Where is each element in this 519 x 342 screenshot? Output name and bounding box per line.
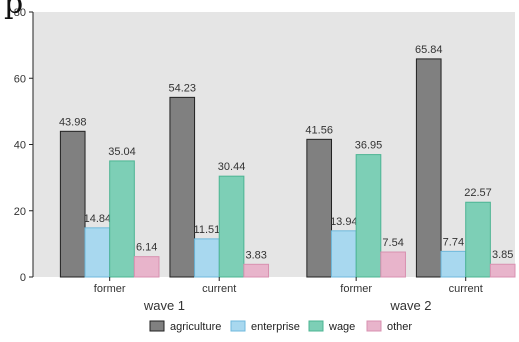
data-label-wave-2-current-wage: 22.57 — [464, 187, 492, 199]
bar-wave-1-former-enterprise — [84, 227, 111, 278]
x-tick-label-wave-2-former: former — [340, 283, 372, 295]
legend-label-agriculture: agriculture — [170, 321, 221, 333]
plot-layer: 43.98 14.84 35.04 6.14 54.23 11.51 30.44 3.83 41… — [33, 12, 516, 278]
data-label-wave-2-current-other: 3.85 — [492, 249, 513, 261]
legend-swatch-wage — [308, 320, 324, 332]
bar-wave-1-former-agriculture — [59, 130, 86, 278]
legend-swatch-agriculture — [149, 320, 165, 332]
data-label-wave-2-current-agriculture: 65.84 — [415, 44, 443, 56]
axis-layer: 0 20 40 60 80 former current wave 1 former curren… — [14, 7, 483, 313]
data-label-wave-1-former-other: 6.14 — [136, 242, 157, 254]
y-tick-label-40: 40 — [14, 140, 26, 152]
bar-wave-2-former-enterprise — [331, 230, 357, 278]
bar-wave-2-former-agriculture — [306, 138, 333, 278]
group-label-wave-1: wave 1 — [143, 298, 185, 313]
legend-swatch-other — [366, 320, 382, 332]
x-tick-label-wave-2-current: current — [449, 283, 483, 295]
bar-wave-2-current-enterprise — [440, 250, 467, 278]
y-tick-label-60: 60 — [14, 73, 26, 85]
bar-wave-1-current-wage — [218, 175, 245, 278]
bar-wave-2-former-other — [380, 251, 406, 278]
x-tick-label-wave-1-current: current — [202, 283, 236, 295]
bar-wave-1-former-wage — [109, 160, 135, 278]
bar-wave-2-current-wage — [465, 201, 491, 278]
data-label-wave-1-former-agriculture: 43.98 — [59, 116, 87, 128]
bar-wave-1-current-agriculture — [169, 96, 196, 278]
legend-label-other: other — [387, 321, 412, 333]
legend-label-wage: wage — [328, 321, 355, 333]
group-label-wave-2: wave 2 — [389, 298, 431, 313]
data-label-wave-1-current-enterprise: 11.51 — [194, 224, 221, 236]
legend-layer: agriculture enterprise wage other — [149, 320, 412, 333]
data-label-wave-2-former-agriculture: 41.56 — [305, 124, 333, 136]
data-label-wave-1-current-other: 3.83 — [245, 249, 266, 261]
data-label-wave-2-current-enterprise: 7.74 — [443, 236, 464, 248]
data-label-wave-1-former-wage: 35.04 — [108, 146, 136, 158]
y-tick-label-20: 20 — [14, 206, 26, 218]
x-tick-label-wave-1-former: former — [94, 283, 126, 295]
bar-wave-1-former-other — [133, 256, 160, 278]
data-label-wave-2-former-other: 7.54 — [382, 237, 403, 249]
legend-label-enterprise: enterprise — [251, 321, 300, 333]
bar-wave-2-current-agriculture — [415, 58, 442, 278]
bar-wave-2-current-other — [489, 263, 516, 278]
bar-wave-2-former-wage — [355, 154, 382, 278]
data-label-wave-1-former-enterprise: 14.84 — [84, 213, 112, 225]
y-tick-label-0: 0 — [20, 272, 26, 284]
chart-title-fragment: p — [4, 0, 24, 21]
data-label-wave-2-former-wage: 36.95 — [355, 140, 383, 152]
bar-wave-1-current-other — [243, 263, 270, 278]
y-tick-label-80: 80 — [14, 7, 26, 19]
bar-wave-1-current-enterprise — [194, 238, 220, 278]
data-label-wave-2-former-enterprise: 13.94 — [330, 216, 358, 228]
legend-swatch-enterprise — [230, 320, 246, 332]
data-label-wave-1-current-wage: 30.44 — [218, 161, 246, 173]
data-label-wave-1-current-agriculture: 54.23 — [168, 82, 196, 94]
